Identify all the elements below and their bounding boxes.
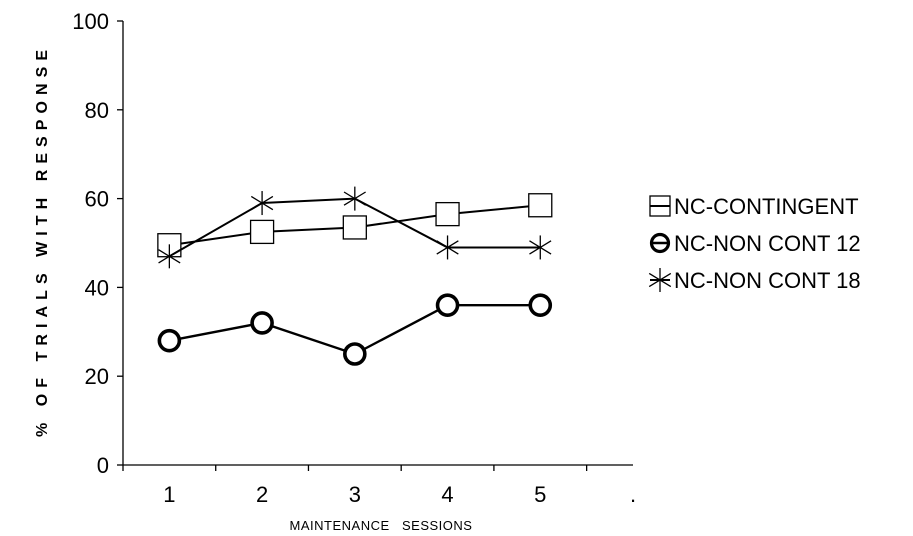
- x-tick-label: 3: [349, 482, 361, 507]
- data-point-circle: [343, 342, 367, 366]
- series-layer: [157, 186, 553, 366]
- y-tick-label: 40: [85, 275, 109, 300]
- x-tick-label: .: [630, 482, 636, 507]
- y-tick-label: 80: [85, 98, 109, 123]
- x-tick-label: 2: [256, 482, 268, 507]
- data-point-square: [435, 201, 460, 227]
- data-point-asterisk: [343, 186, 366, 211]
- data-point-asterisk: [436, 235, 459, 260]
- y-axis-label: % OF TRIALS WITH RESPONSE: [34, 49, 51, 437]
- series-asterisk: [158, 186, 552, 269]
- data-point-circle: [435, 293, 460, 317]
- legend-item: NC-NON CONT 18: [648, 268, 861, 293]
- x-tick-label: 5: [534, 482, 546, 507]
- legend-item: NC-NON CONT 12: [649, 231, 861, 256]
- data-point-square: [342, 215, 367, 240]
- y-ticks: 0 20 40 60 80 100: [72, 9, 123, 478]
- data-point-circle: [528, 293, 553, 317]
- series-square: [157, 193, 553, 258]
- axes: 0 20 40 60 80 100 1 2 3 4 5.: [72, 9, 636, 507]
- x-tick-label: 4: [441, 482, 453, 507]
- x-axis-label: MAINTENANCE SESSIONS: [290, 518, 473, 533]
- data-point-square: [249, 219, 275, 245]
- x-tick-label: 1: [163, 482, 175, 507]
- legend-label: NC-NON CONT 12: [674, 231, 861, 256]
- data-point-circle: [157, 328, 182, 353]
- legend: NC-CONTINGENT NC-NON CONT 12 NC-NON CONT 1…: [648, 194, 861, 293]
- data-point-square: [528, 193, 553, 218]
- y-tick-label: 0: [97, 453, 109, 478]
- data-point-circle: [250, 311, 274, 335]
- legend-label: NC-CONTINGENT: [674, 194, 859, 219]
- legend-item: NC-CONTINGENT: [649, 194, 859, 219]
- y-tick-label: 100: [72, 9, 109, 34]
- y-tick-label: 60: [85, 187, 109, 212]
- data-point-asterisk: [529, 235, 552, 260]
- y-tick-label: 20: [85, 364, 109, 389]
- legend-label: NC-NON CONT 18: [674, 268, 861, 293]
- data-point-asterisk: [250, 191, 274, 216]
- series-circle: [157, 293, 553, 366]
- data-point-asterisk: [158, 244, 181, 269]
- x-ticks: 1 2 3 4 5.: [122, 465, 636, 507]
